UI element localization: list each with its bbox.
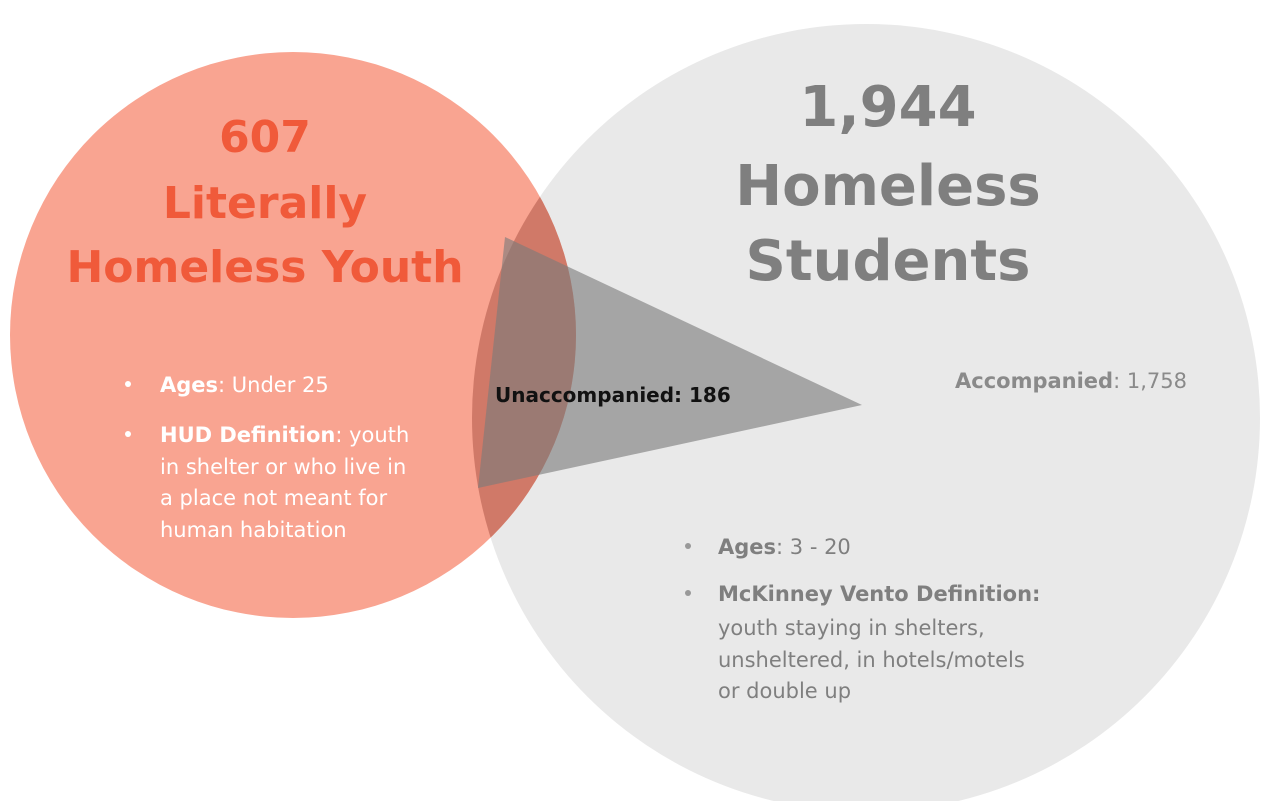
- bullet-text: youth staying in shelters,: [718, 616, 985, 640]
- youth-circle: [10, 52, 576, 618]
- youth-title: 607 Literally Homeless Youth: [66, 112, 463, 293]
- bullet: [125, 381, 131, 387]
- bullet-text: human habitation: [160, 518, 347, 542]
- unaccompanied-wedge: [478, 237, 862, 488]
- text-run: McKinney Vento Definition:: [718, 582, 1040, 606]
- youth-bullets: Ages: Under 25 HUD Definition: youth in …: [125, 373, 409, 542]
- text-run: : Under 25: [218, 373, 329, 397]
- text-run: Ages: [718, 535, 776, 559]
- unaccompanied-label: Unaccompanied: 186: [495, 383, 731, 407]
- bullet-text: in shelter or who live in: [160, 455, 406, 479]
- students-title-line: Homeless: [735, 154, 1041, 219]
- youth-count: 607: [219, 112, 311, 163]
- text-run: Accompanied: [955, 369, 1113, 393]
- text-run: HUD Definition: [160, 423, 335, 447]
- bullet-text: a place not meant for: [160, 486, 387, 510]
- students-circle: [472, 24, 1260, 801]
- bullet-text: or double up: [718, 679, 851, 703]
- youth-title-line: Homeless Youth: [66, 242, 463, 293]
- bullet-text: Ages: 3 - 20: [718, 535, 851, 559]
- bullet-text: unsheltered, in hotels/motels: [718, 648, 1025, 672]
- bullet: [685, 543, 691, 549]
- text-run: : youth: [335, 423, 409, 447]
- text-run: Ages: [160, 373, 218, 397]
- text-run: : 1,758: [1113, 369, 1187, 393]
- bullet-text: Ages: Under 25: [160, 373, 329, 397]
- text-run: : 3 - 20: [776, 535, 851, 559]
- bullet: [125, 431, 131, 437]
- students-bullets: Ages: 3 - 20 McKinney Vento Definition: …: [685, 535, 1040, 703]
- bullet-text: McKinney Vento Definition:: [718, 582, 1040, 606]
- bullet-text: HUD Definition: youth: [160, 423, 409, 447]
- students-count: 1,944: [799, 75, 976, 140]
- accompanied-label: Accompanied: 1,758: [955, 369, 1187, 393]
- students-title: 1,944 Homeless Students: [735, 75, 1041, 294]
- students-title-line: Students: [745, 229, 1030, 294]
- youth-title-line: Literally: [163, 178, 367, 229]
- bullet: [685, 590, 691, 596]
